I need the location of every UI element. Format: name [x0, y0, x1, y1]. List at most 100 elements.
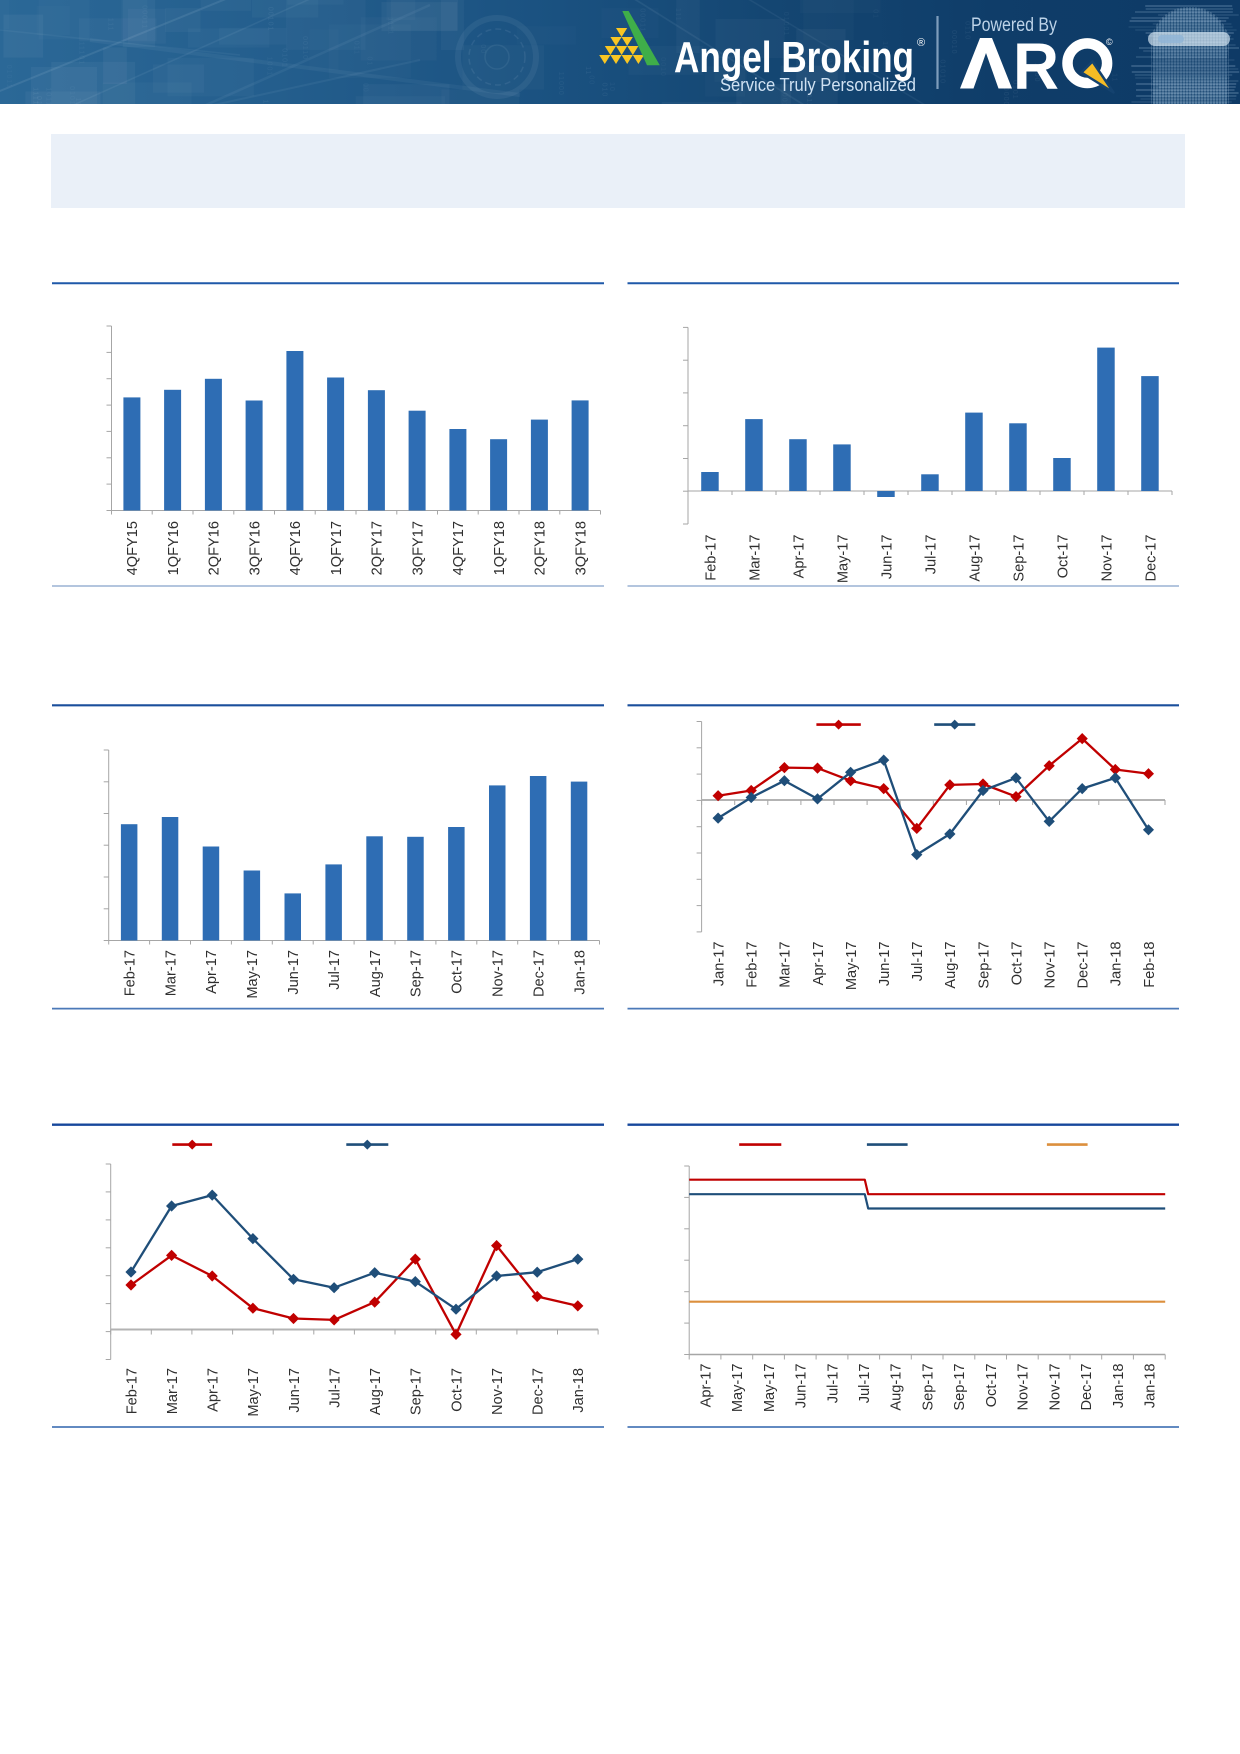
svg-text:11: 11	[74, 98, 81, 104]
svg-text:May-17: May-17	[835, 535, 851, 584]
svg-text:3QFY18: 3QFY18	[573, 521, 589, 575]
svg-text:00010: 00010	[950, 30, 957, 54]
svg-text:4QFY16: 4QFY16	[288, 521, 304, 575]
svg-text:0110: 0110	[35, 96, 42, 104]
svg-text:3QFY16: 3QFY16	[247, 521, 263, 575]
svg-text:Jan-18: Jan-18	[1111, 1364, 1127, 1409]
svg-text:Nov-17: Nov-17	[490, 1368, 506, 1415]
svg-text:Jul-17: Jul-17	[825, 1364, 841, 1404]
svg-text:May-17: May-17	[730, 1364, 746, 1413]
svg-text:Dec-17: Dec-17	[1075, 942, 1091, 989]
svg-text:Dec-17: Dec-17	[1143, 535, 1159, 582]
svg-text:2QFY18: 2QFY18	[533, 521, 549, 575]
svg-text:Oct-17: Oct-17	[984, 1364, 1000, 1408]
svg-text:Feb-18: Feb-18	[1142, 942, 1158, 988]
svg-text:May-17: May-17	[762, 1364, 778, 1413]
svg-text:Sep-17: Sep-17	[1011, 535, 1027, 582]
svg-text:Jul-17: Jul-17	[910, 942, 926, 982]
svg-text:Aug-17: Aug-17	[889, 1364, 905, 1411]
svg-text:11110: 11110	[32, 87, 39, 104]
svg-text:11000: 11000	[557, 72, 564, 96]
svg-text:Mar-17: Mar-17	[163, 950, 179, 996]
svg-text:1111: 1111	[387, 17, 394, 35]
svg-text:Feb-17: Feb-17	[122, 950, 138, 996]
svg-text:Jul-17: Jul-17	[327, 1368, 343, 1408]
svg-text:R: R	[1013, 29, 1059, 103]
svg-text:©: ©	[1106, 37, 1113, 47]
svg-text:Jun-17: Jun-17	[794, 1364, 810, 1409]
svg-text:00: 00	[362, 83, 369, 93]
svg-text:Feb-17: Feb-17	[744, 942, 760, 988]
svg-text:Jan-18: Jan-18	[572, 950, 588, 995]
svg-text:00: 00	[588, 75, 595, 85]
svg-text:Aug-17: Aug-17	[943, 942, 959, 989]
svg-text:Nov-17: Nov-17	[1099, 535, 1115, 582]
svg-text:3QFY17: 3QFY17	[410, 521, 426, 575]
svg-text:4QFY17: 4QFY17	[451, 521, 467, 575]
svg-text:0000: 0000	[1002, 87, 1009, 104]
svg-text:Powered By: Powered By	[971, 15, 1057, 36]
svg-text:Jun-17: Jun-17	[877, 942, 893, 987]
svg-text:Apr-17: Apr-17	[811, 942, 827, 986]
svg-text:10: 10	[608, 82, 615, 92]
svg-text:Nov-17: Nov-17	[1016, 1364, 1032, 1411]
svg-text:®: ®	[917, 37, 925, 49]
svg-text:1000: 1000	[1033, 63, 1040, 83]
svg-text:0010: 0010	[659, 57, 666, 77]
svg-text:Jun-17: Jun-17	[286, 950, 302, 995]
svg-text:01: 01	[872, 9, 879, 19]
svg-text:Sep-17: Sep-17	[409, 950, 425, 997]
svg-text:111: 111	[107, 18, 114, 32]
svg-text:111: 111	[674, 8, 681, 22]
svg-text:01001: 01001	[782, 12, 789, 36]
svg-text:00101: 00101	[267, 7, 274, 31]
svg-text:00011: 00011	[141, 5, 148, 29]
svg-text:11101: 11101	[805, 94, 812, 104]
svg-text:May-17: May-17	[246, 1368, 262, 1417]
svg-text:Oct-17: Oct-17	[449, 1368, 465, 1412]
svg-text:Mar-17: Mar-17	[165, 1368, 181, 1414]
svg-text:Aug-17: Aug-17	[368, 1368, 384, 1415]
svg-text:11: 11	[584, 66, 591, 75]
svg-text:2QFY17: 2QFY17	[370, 521, 386, 575]
svg-text:Aug-17: Aug-17	[967, 535, 983, 582]
svg-text:Jan-18: Jan-18	[1143, 1364, 1159, 1409]
svg-text:01: 01	[365, 57, 372, 67]
svg-text:010: 010	[601, 83, 608, 98]
svg-text:Mar-17: Mar-17	[778, 942, 794, 988]
svg-text:11101: 11101	[78, 42, 85, 65]
svg-text:00110: 00110	[301, 36, 308, 60]
svg-text:Oct-17: Oct-17	[450, 950, 466, 994]
svg-text:Jul-17: Jul-17	[857, 1364, 873, 1404]
svg-text:Apr-17: Apr-17	[791, 535, 807, 579]
svg-text:Apr-17: Apr-17	[698, 1364, 714, 1408]
svg-text:Oct-17: Oct-17	[1009, 942, 1025, 986]
svg-text:Apr-17: Apr-17	[205, 1368, 221, 1412]
svg-text:Nov-17: Nov-17	[1047, 1364, 1063, 1411]
svg-text:Nov-17: Nov-17	[490, 950, 506, 997]
svg-text:Dec-17: Dec-17	[531, 950, 547, 997]
svg-text:00011: 00011	[639, 8, 646, 32]
svg-text:11: 11	[1110, 73, 1117, 82]
svg-text:Apr-17: Apr-17	[204, 950, 220, 994]
svg-text:May-17: May-17	[245, 950, 261, 999]
svg-text:Feb-17: Feb-17	[124, 1368, 140, 1414]
svg-text:11000: 11000	[261, 100, 268, 104]
svg-text:Jul-17: Jul-17	[923, 535, 939, 575]
svg-text:May-17: May-17	[844, 942, 860, 991]
svg-text:Jun-17: Jun-17	[879, 535, 895, 580]
svg-text:10: 10	[881, 41, 888, 51]
svg-text:0101: 0101	[1011, 80, 1018, 100]
svg-text:0101: 0101	[280, 48, 287, 68]
svg-text:Sep-17: Sep-17	[976, 942, 992, 989]
svg-text:011: 011	[352, 41, 359, 55]
svg-text:Jan-17: Jan-17	[711, 942, 727, 987]
svg-text:01010: 01010	[68, 86, 75, 104]
svg-text:01010: 01010	[938, 60, 945, 84]
svg-text:1011: 1011	[45, 87, 52, 104]
svg-text:1QFY17: 1QFY17	[329, 521, 345, 575]
svg-text:Sep-17: Sep-17	[409, 1368, 425, 1415]
svg-text:Sep-17: Sep-17	[952, 1364, 968, 1411]
